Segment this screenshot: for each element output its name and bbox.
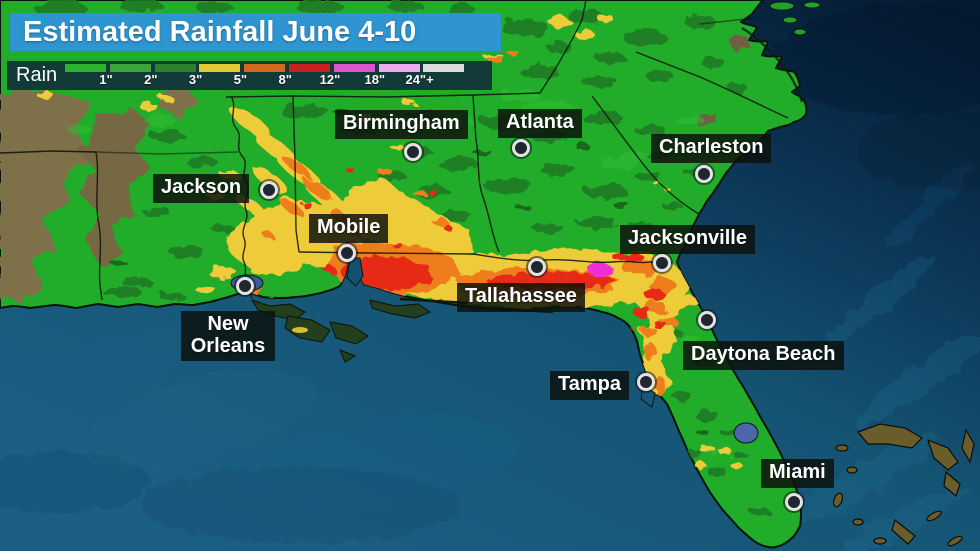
- city-dot: [260, 181, 278, 199]
- city-dot: [528, 258, 546, 276]
- city-label: Tampa: [550, 371, 629, 400]
- rain-green-patches: [34, 0, 770, 516]
- legend-threshold-label: 5": [233, 72, 248, 87]
- lake-okeechobee: [733, 422, 759, 444]
- legend-threshold-label: 12": [319, 72, 341, 87]
- city-label: Tallahassee: [457, 283, 585, 312]
- legend-item: 24"+: [378, 61, 434, 90]
- city-dot: [698, 311, 716, 329]
- dry-land-patches: [0, 36, 751, 300]
- city-label: Birmingham: [335, 110, 468, 139]
- legend-item: 18": [333, 61, 385, 90]
- city-dot: [512, 139, 530, 157]
- legend-swatch: [109, 64, 151, 72]
- city-label: Daytona Beach: [683, 341, 844, 370]
- city-label: Miami: [761, 459, 834, 488]
- delta-marsh: [250, 299, 432, 363]
- city-dot: [236, 277, 254, 295]
- legend-item: 2": [109, 61, 158, 90]
- legend-item: [423, 61, 468, 90]
- title-bar: Estimated Rainfall June 4-10: [10, 13, 501, 51]
- city-dot: [695, 165, 713, 183]
- legend-threshold-label: 18": [364, 72, 386, 87]
- legend-rain-label: Rain: [16, 64, 58, 86]
- legend-threshold-label: 24"+: [405, 72, 434, 87]
- tampa-bay: [640, 385, 656, 408]
- city-label: Charleston: [651, 134, 772, 163]
- legend-swatch: [244, 64, 286, 72]
- legend-threshold-label: 1": [99, 72, 113, 87]
- coastal-details: [250, 1, 821, 363]
- legend-item: 12": [288, 61, 340, 90]
- city-dot: [653, 254, 671, 272]
- legend-swatch: [333, 64, 375, 72]
- city-label: Atlanta: [498, 109, 582, 138]
- city-dot: [404, 143, 422, 161]
- city-dot: [785, 493, 803, 511]
- city-dot: [637, 373, 655, 391]
- legend-item: 5": [199, 61, 248, 90]
- legend-threshold-label: 2": [144, 72, 158, 87]
- rain-magenta-patch: [586, 262, 612, 277]
- legend-threshold-label: 8": [278, 72, 292, 87]
- legend-swatch: [199, 64, 241, 72]
- city-label: Jackson: [153, 174, 250, 203]
- legend-swatch: [378, 64, 420, 72]
- rainfall-legend: Rain 1" 2" 3" 5" 8" 12" 18" 24"+: [7, 61, 492, 90]
- outer-banks-islets: [769, 1, 821, 36]
- legend-item: 1": [65, 61, 113, 90]
- city-dot: [338, 244, 356, 262]
- bahamas-islands: [832, 423, 975, 547]
- legend-item: 8": [244, 61, 292, 90]
- legend-swatch: [65, 64, 106, 72]
- legend-swatch: [288, 64, 330, 72]
- map-title: Estimated Rainfall June 4-10: [23, 16, 417, 48]
- legend-swatch: [154, 64, 196, 72]
- city-label: Jacksonville: [620, 225, 755, 254]
- legend-item: 3": [154, 61, 203, 90]
- legend-swatch: [423, 64, 465, 72]
- legend-threshold-label: 3": [188, 72, 203, 87]
- legend-scale: 1" 2" 3" 5" 8" 12" 18" 24"+: [65, 61, 492, 90]
- mobile-bay: [346, 257, 364, 287]
- city-label: Mobile: [309, 214, 389, 243]
- city-label: New Orleans: [181, 311, 275, 362]
